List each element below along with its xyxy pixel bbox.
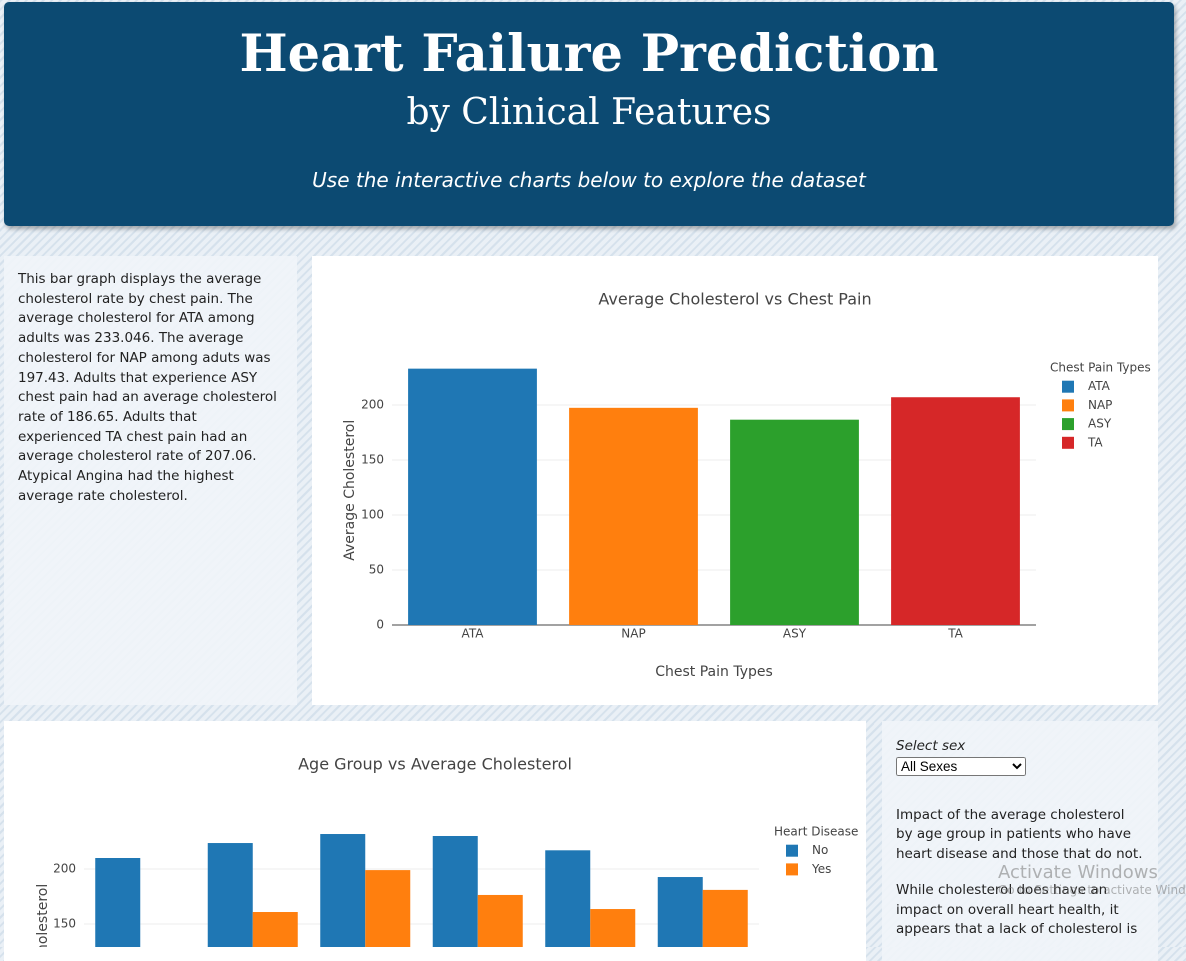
control-panel: Select sex All Sexes Impact of the avera… [882,721,1158,961]
legend-swatch [1062,399,1074,412]
legend-swatch [786,863,798,876]
legend-swatch [786,844,798,857]
text-panel: This bar graph displays the average chol… [4,256,297,705]
bar [408,368,537,625]
watermark: Activate Windows Go to Settings to activa… [998,862,1186,897]
bar [730,419,859,625]
y-tick-label: 150 [361,453,384,467]
bar [545,850,591,947]
legend-label: No [812,843,828,857]
y-tick-label: 150 [53,917,76,931]
bar [891,397,1020,625]
legend-label: ATA [1088,379,1111,393]
legend-label: TA [1087,435,1103,449]
legend-swatch [1062,418,1074,431]
paragraph: While cholesterol does have an impact on… [896,881,1138,938]
bar [702,889,748,947]
bar [365,870,411,947]
y-axis-title: Average Cholesterol [35,884,51,947]
paragraph: Impact of the average cholesterol by age… [896,806,1143,863]
chart-title: Average Cholesterol vs Chest Pain [598,290,871,309]
description: This bar graph displays the average chol… [18,271,277,504]
x-tick-label: TA [947,627,963,641]
legend-swatch [1062,380,1074,393]
legend-label: NAP [1088,398,1112,412]
chart-title: Age Group vs Average Cholesterol [298,755,572,774]
bar [657,877,703,947]
page-subtitle: by Clinical Features [406,92,772,133]
y-tick-label: 50 [369,563,384,577]
bar [590,909,636,947]
select-label: Select sex [896,738,966,754]
legend-title: Heart Disease [774,825,858,839]
watermark-title: Activate Windows [998,862,1158,883]
y-tick-label: 0 [376,618,384,632]
sex-select[interactable]: All Sexes [896,756,1026,776]
bar [432,836,478,947]
legend-title: Chest Pain Types [1050,361,1151,375]
x-tick-label: ASY [783,627,807,641]
watermark-text: Go to Settings to activate Windows. [998,883,1186,897]
legend-label: ASY [1088,417,1112,431]
bar [320,834,366,947]
header: Heart Failure Prediction by Clinical Fea… [4,2,1174,226]
page-title: Heart Failure Prediction [239,24,939,84]
legend-label: Yes [811,862,831,876]
tagline: Use the interactive charts below to expl… [312,168,866,192]
y-axis-title: Average Cholesterol [342,420,358,561]
x-tick-label: NAP [621,627,645,641]
y-tick-label: 100 [361,508,384,522]
bar [252,912,298,947]
y-tick-label: 200 [361,398,384,412]
legend-swatch [1062,436,1074,449]
bar [95,858,141,947]
bar [477,894,523,947]
y-tick-label: 200 [53,862,76,876]
bar [207,843,253,947]
bar [569,407,698,625]
x-tick-label: ATA [462,627,485,641]
x-axis-title: Chest Pain Types [655,664,773,680]
